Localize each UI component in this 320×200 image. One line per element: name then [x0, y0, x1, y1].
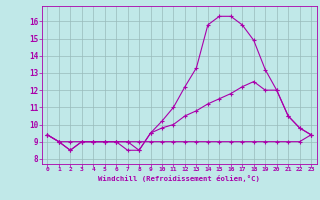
X-axis label: Windchill (Refroidissement éolien,°C): Windchill (Refroidissement éolien,°C): [98, 175, 260, 182]
